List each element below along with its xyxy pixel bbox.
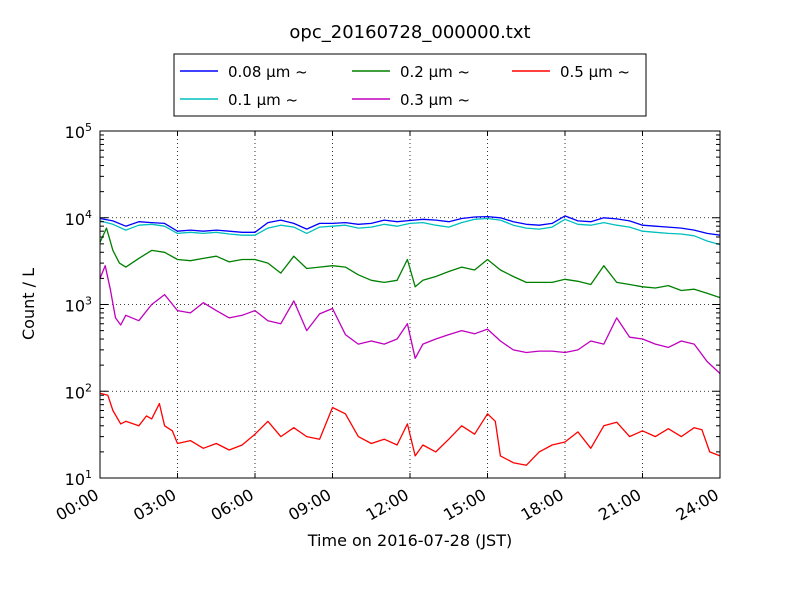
x-tick-label: 15:00 (440, 485, 489, 525)
y-tick-label: 104 (65, 208, 92, 229)
y-tick-label: 101 (65, 468, 92, 489)
ticks: 00:00 03:00 06:00 09:00 12:00 15:00 18:00 21:00… (53, 121, 722, 525)
y-tick-exponent: 5 (85, 121, 92, 134)
x-tick-label: 00:00 (53, 485, 102, 525)
legend-box (173, 53, 647, 117)
legend-label: 0.3 μm ~ (400, 91, 470, 109)
y-tick-label: 102 (65, 381, 92, 402)
x-axis-label: Time on 2016-07-28 (JST) (307, 531, 512, 550)
x-tick-label: 06:00 (208, 485, 257, 525)
x-tick-label: 24:00 (673, 485, 722, 525)
series-line-2 (99, 227, 721, 299)
x-tick-label: 21:00 (595, 485, 644, 525)
y-tick-exponent: 3 (85, 295, 92, 308)
y-tick-exponent: 2 (85, 381, 92, 394)
series-line-3 (99, 265, 721, 374)
series-line-4 (99, 392, 721, 466)
x-tick-label: 12:00 (363, 485, 412, 525)
legend: 0.08 μm ~ 0.1 μm ~ 0.2 μm ~ 0.3 μm ~ 0.5 μm … (173, 53, 647, 117)
legend-label: 0.1 μm ~ (228, 91, 298, 109)
legend-label: 0.08 μm ~ (228, 63, 308, 81)
series-line-0 (99, 215, 721, 236)
series-line-1 (99, 217, 721, 246)
y-tick-label: 103 (65, 295, 92, 316)
x-tick-label: 09:00 (285, 485, 334, 525)
legend-label: 0.5 μm ~ (560, 63, 630, 81)
y-tick-base: 10 (65, 297, 85, 316)
y-tick-base: 10 (65, 383, 85, 402)
chart-title: opc_20160728_000000.txt (289, 22, 530, 43)
y-tick-base: 10 (65, 123, 85, 142)
y-tick-label: 105 (65, 121, 92, 142)
x-tick-label: 18:00 (518, 485, 567, 525)
y-tick-base: 10 (65, 210, 85, 229)
y-tick-exponent: 4 (85, 208, 92, 221)
x-tick-label: 03:00 (130, 485, 179, 525)
plot-series (99, 215, 721, 466)
y-axis-label: Count / L (19, 268, 38, 340)
grid (100, 131, 720, 478)
y-tick-base: 10 (65, 470, 85, 489)
legend-label: 0.2 μm ~ (400, 63, 470, 81)
y-tick-exponent: 1 (85, 468, 92, 481)
